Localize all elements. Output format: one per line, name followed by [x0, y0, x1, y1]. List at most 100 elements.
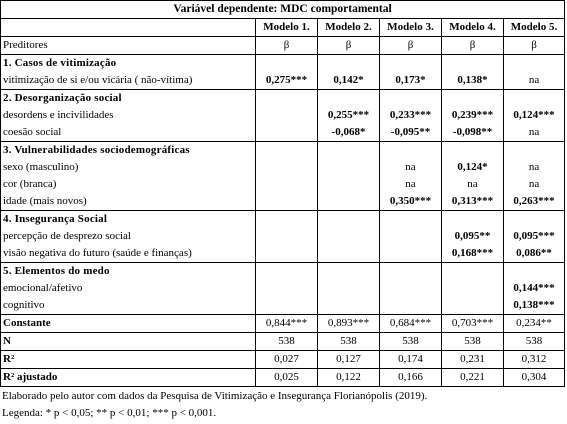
section-label: 5. Elementos do medo [0, 262, 256, 280]
coefficient-cell [379, 245, 442, 263]
model-header: Modelo 3. [379, 18, 442, 37]
beta-symbol: β [255, 36, 318, 55]
model-header: Modelo 4. [441, 18, 504, 37]
coefficient-cell [379, 280, 442, 297]
source-note: Elaborado pelo autor com dados da Pesqui… [2, 390, 428, 402]
coefficient-cell: na [441, 176, 504, 193]
coefficient-cell [317, 176, 380, 193]
coefficient-cell: 0,263*** [502, 193, 566, 211]
coefficient-cell: na [379, 176, 442, 193]
coefficient-cell: 0,124*** [502, 107, 566, 124]
empty-cell [255, 141, 318, 159]
coefficient-cell: 0,027 [255, 350, 318, 369]
empty-cell [502, 89, 566, 107]
coefficient-cell: 0,893*** [317, 314, 380, 333]
coefficient-cell: 0,313*** [441, 193, 504, 211]
beta-symbol: β [379, 36, 442, 55]
predictor-label: coesão social [0, 124, 256, 142]
coefficient-cell [317, 297, 380, 315]
regression-table: Variável dependente: MDC comportamental … [0, 0, 566, 387]
coefficient-cell: 0,025 [255, 368, 318, 387]
coefficient-cell: 0,086** [502, 245, 566, 263]
empty-cell [441, 89, 504, 107]
predictor-label: cor (branca) [0, 176, 256, 193]
coefficient-cell: 0,350*** [379, 193, 442, 211]
coefficient-cell: 0,138* [441, 72, 504, 90]
predictors-label: Preditores [0, 36, 256, 55]
coefficient-cell: 538 [317, 332, 380, 351]
coefficient-cell: 0,144*** [502, 280, 566, 297]
coefficient-cell: 0,166 [379, 368, 442, 387]
coefficient-cell: 538 [502, 332, 566, 351]
coefficient-cell [255, 297, 318, 315]
coefficient-cell [317, 245, 380, 263]
coefficient-cell: 0,255*** [317, 107, 380, 124]
coefficient-cell: 0,138*** [502, 297, 566, 315]
coefficient-cell [317, 228, 380, 245]
empty-cell [317, 262, 380, 280]
table-title-row: Variável dependente: MDC comportamental [0, 0, 566, 19]
empty-cell [379, 54, 442, 72]
coefficient-cell: -0,098** [441, 124, 504, 142]
coefficient-cell: 0,684*** [379, 314, 442, 333]
coefficient-cell: 0,234** [502, 314, 566, 333]
empty-cell [441, 54, 504, 72]
predictor-row: idade (mais novos) 0,350*** 0,313*** 0,263*… [0, 193, 566, 211]
model-header-row: Modelo 1. Modelo 2. Modelo 3. Modelo 4. … [0, 18, 566, 37]
model-header: Modelo 2. [317, 18, 380, 37]
coefficient-cell: 0,231 [441, 350, 504, 369]
coefficient-cell [317, 193, 380, 211]
predictor-label: desordens e incivilidades [0, 107, 256, 124]
empty-cell [379, 262, 442, 280]
predictor-label: sexo (masculino) [0, 159, 256, 176]
coefficient-cell [255, 159, 318, 176]
section-label: 3. Vulnerabilidades sociodemográficas [0, 141, 256, 159]
coefficient-cell: 0,275*** [255, 72, 318, 90]
empty-cell [255, 89, 318, 107]
coefficient-cell [441, 280, 504, 297]
statistic-label: R² [0, 350, 256, 369]
statistic-label: Constante [0, 314, 256, 333]
beta-symbol: β [317, 36, 380, 55]
coefficient-cell [255, 280, 318, 297]
empty-cell [379, 141, 442, 159]
coefficient-cell: na [379, 159, 442, 176]
empty-cell [502, 54, 566, 72]
predictor-row: cor (branca) na na na [0, 176, 566, 193]
beta-symbol: β [502, 36, 566, 55]
statistic-row: R² ajustado 0,025 0,122 0,166 0,221 0,304 [0, 368, 566, 387]
coefficient-cell: na [502, 124, 566, 142]
empty-cell [317, 89, 380, 107]
predictor-row: cognitivo 0,138*** [0, 297, 566, 315]
empty-cell [502, 262, 566, 280]
coefficient-cell: 0,173* [379, 72, 442, 90]
statistic-row: R² 0,027 0,127 0,174 0,231 0,312 [0, 350, 566, 369]
coefficient-cell [255, 176, 318, 193]
section-row: 4. Insegurança Social [0, 210, 566, 228]
coefficient-cell: 0,122 [317, 368, 380, 387]
empty-cell [502, 210, 566, 228]
coefficient-cell: 0,168*** [441, 245, 504, 263]
coefficient-cell: na [502, 176, 566, 193]
coefficient-cell: na [502, 72, 566, 90]
empty-cell [317, 54, 380, 72]
table-body: Variável dependente: MDC comportamental … [0, 0, 566, 387]
predictor-row: emocional/afetivo 0,144*** [0, 280, 566, 297]
empty-cell [441, 210, 504, 228]
coefficient-cell [317, 159, 380, 176]
coefficient-cell: 0,304 [502, 368, 566, 387]
predictor-label: vitimização de si e/ou vicária ( não-vít… [0, 72, 256, 90]
predictor-label: visão negativa do futuro (saúde e finanç… [0, 245, 256, 263]
coefficient-cell: 0,095** [441, 228, 504, 245]
section-label: 2. Desorganização social [0, 89, 256, 107]
coefficient-cell [441, 297, 504, 315]
predictors-row: Preditores β β β β β [0, 36, 566, 55]
predictor-label: emocional/afetivo [0, 280, 256, 297]
predictor-label: percepção de desprezo social [0, 228, 256, 245]
coefficient-cell: 0,127 [317, 350, 380, 369]
empty-cell [255, 262, 318, 280]
statistic-row: Constante 0,844*** 0,893*** 0,684*** 0,703**… [0, 314, 566, 333]
predictor-label: idade (mais novos) [0, 193, 256, 211]
empty-cell [317, 210, 380, 228]
